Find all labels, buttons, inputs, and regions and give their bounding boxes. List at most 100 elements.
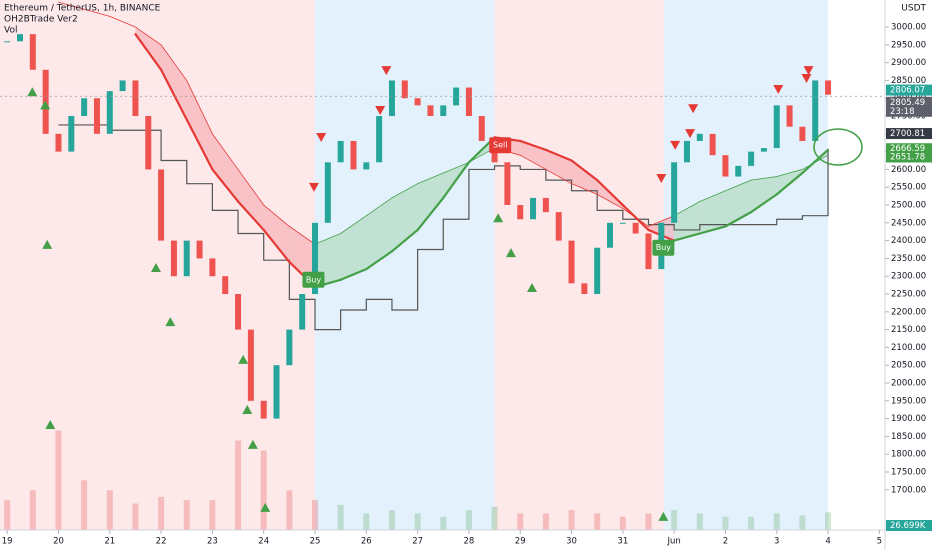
x-tick-label: 31: [617, 537, 628, 547]
band-line: [699, 190, 726, 202]
sell-signal: [685, 129, 696, 139]
ma-line: [621, 203, 650, 232]
zone-background: [494, 0, 664, 530]
ma-line: [211, 168, 240, 203]
sell-signal: [773, 84, 784, 94]
y-tick-label: 2500.00: [891, 201, 926, 211]
volume-bar: [4, 500, 11, 530]
step-line: [58, 124, 829, 331]
price-candle: [388, 80, 395, 117]
price-candle: [568, 240, 575, 284]
buy-signal: [238, 354, 249, 364]
volume-bar: [158, 496, 165, 530]
band-fill: [417, 172, 444, 230]
y-tick-label: 2050.00: [891, 361, 926, 371]
price-candle: [81, 98, 88, 117]
volume-bar: [594, 513, 601, 530]
sell-signal: [688, 104, 699, 114]
volume-bar: [235, 440, 242, 530]
buy-signal: [42, 239, 53, 249]
price-candle: [350, 140, 357, 170]
band-fill: [212, 133, 239, 202]
band-line: [776, 169, 803, 177]
ma-line: [262, 228, 291, 264]
price-label: 2651.78: [890, 152, 925, 162]
volume-bar: [337, 504, 344, 530]
band-line: [571, 183, 598, 195]
band-line: [340, 215, 367, 234]
signal-label: Sell: [493, 141, 507, 150]
price-candle: [376, 116, 383, 163]
volume-bar: [286, 490, 293, 530]
ma-line: [801, 148, 830, 175]
zone-background: [0, 0, 316, 530]
ma-line: [134, 33, 163, 71]
band-line: [365, 197, 393, 217]
price-candle: [363, 162, 370, 170]
buy-signal: [165, 317, 176, 327]
y-tick-label: 1700.00: [891, 485, 926, 495]
volume-bar: [696, 513, 703, 530]
price-candle: [119, 80, 126, 92]
price-label-box: [886, 96, 932, 117]
price-candle: [222, 276, 229, 295]
volume-label-box: [886, 520, 932, 531]
x-tick-label: 3: [774, 537, 779, 547]
volume-bar: [414, 513, 421, 530]
price-candle: [786, 105, 793, 127]
band-fill: [340, 215, 367, 280]
price-candle: [812, 80, 819, 141]
ma-line: [673, 232, 701, 242]
y-tick-label: 2150.00: [891, 325, 926, 335]
zone-background: [663, 0, 829, 530]
y-tick-label: 3000.00: [891, 23, 926, 33]
sell-signal: [803, 66, 814, 76]
ma-line: [724, 211, 753, 228]
y-tick-label: 2200.00: [891, 307, 926, 317]
price-label-time: 23:18: [890, 107, 915, 117]
x-tick-label: Jun: [666, 537, 680, 547]
band-line: [596, 193, 624, 209]
y-tick-label: 1800.00: [891, 450, 926, 460]
volume-bar: [491, 506, 498, 530]
price-candle: [209, 258, 216, 277]
buy-signal: [150, 263, 161, 273]
price-label-box: [886, 84, 932, 96]
price-label-box: [886, 128, 932, 140]
volume-bar: [312, 500, 319, 530]
signal-label-box: [652, 239, 675, 256]
band-fill: [186, 80, 213, 170]
price-candle: [542, 197, 549, 213]
ma-line: [339, 267, 368, 281]
price-candle: [414, 98, 421, 106]
price-candle: [709, 133, 716, 156]
volume-bar: [542, 513, 549, 530]
x-tick-label: 2: [723, 537, 728, 547]
band-line: [237, 169, 265, 206]
price-candle: [683, 140, 690, 163]
price-candle: [440, 105, 447, 117]
buy-signal: [505, 248, 516, 258]
ma-line: [416, 196, 445, 232]
band-line: [417, 172, 444, 185]
indicator-name: OH2BTrade Ver2: [4, 15, 78, 25]
x-tick-label: 29: [515, 537, 526, 547]
x-tick-label: 26: [361, 537, 372, 547]
price-candle: [29, 34, 36, 70]
y-tick-label: 2100.00: [891, 343, 926, 353]
sell-signal: [670, 140, 681, 150]
band-line: [135, 26, 162, 46]
volume-bar: [106, 490, 113, 530]
price-label: 2666.59: [890, 144, 925, 154]
ma-line: [236, 200, 265, 232]
band-line: [648, 215, 675, 227]
price-candle: [68, 116, 75, 152]
volume-bar: [568, 510, 575, 530]
ma-line: [390, 228, 419, 253]
volume-bar: [722, 516, 729, 530]
currency: USDT: [901, 4, 926, 14]
signal-label: Buy: [306, 275, 322, 284]
band-fill: [699, 190, 726, 234]
band-fill: [571, 160, 598, 195]
band-line: [725, 179, 752, 192]
